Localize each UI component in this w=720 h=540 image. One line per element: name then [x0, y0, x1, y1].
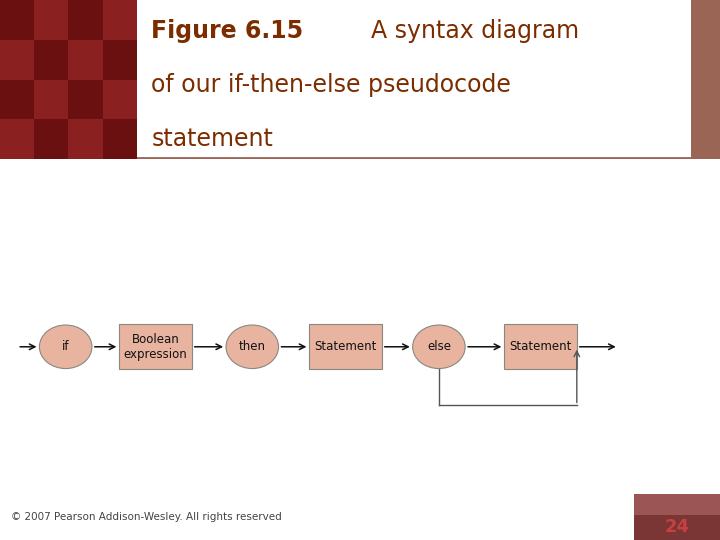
- Bar: [0, 79, 35, 119]
- Text: A syntax diagram: A syntax diagram: [356, 19, 580, 43]
- Bar: [103, 40, 137, 79]
- FancyBboxPatch shape: [310, 324, 382, 369]
- Text: Statement: Statement: [509, 340, 572, 353]
- Bar: [0, 0, 35, 40]
- Text: © 2007 Pearson Addison-Wesley. All rights reserved: © 2007 Pearson Addison-Wesley. All right…: [11, 512, 282, 522]
- Bar: [68, 119, 103, 159]
- Bar: [0, 0, 137, 159]
- Bar: [68, 0, 103, 40]
- Text: Figure 6.15: Figure 6.15: [151, 19, 303, 43]
- Bar: [35, 0, 68, 40]
- Ellipse shape: [40, 325, 92, 368]
- Bar: [0, 40, 35, 79]
- Text: else: else: [427, 340, 451, 353]
- Bar: [634, 494, 720, 515]
- Text: of our if-then-else pseudocode: of our if-then-else pseudocode: [151, 73, 511, 97]
- Bar: [103, 119, 137, 159]
- Text: statement: statement: [151, 127, 273, 151]
- FancyBboxPatch shape: [120, 324, 192, 369]
- Bar: [68, 79, 103, 119]
- Text: Statement: Statement: [315, 340, 377, 353]
- Bar: [68, 40, 103, 79]
- Bar: [0, 119, 35, 159]
- Ellipse shape: [226, 325, 279, 368]
- Bar: [103, 79, 137, 119]
- Bar: [103, 0, 137, 40]
- Ellipse shape: [413, 325, 465, 368]
- Bar: [691, 0, 720, 159]
- Text: 24: 24: [665, 518, 689, 536]
- Bar: [35, 40, 68, 79]
- Text: Boolean
expression: Boolean expression: [124, 333, 187, 361]
- Bar: [35, 79, 68, 119]
- Bar: [35, 119, 68, 159]
- FancyBboxPatch shape: [504, 324, 577, 369]
- Bar: [634, 494, 720, 540]
- Text: if: if: [62, 340, 69, 353]
- Text: then: then: [239, 340, 266, 353]
